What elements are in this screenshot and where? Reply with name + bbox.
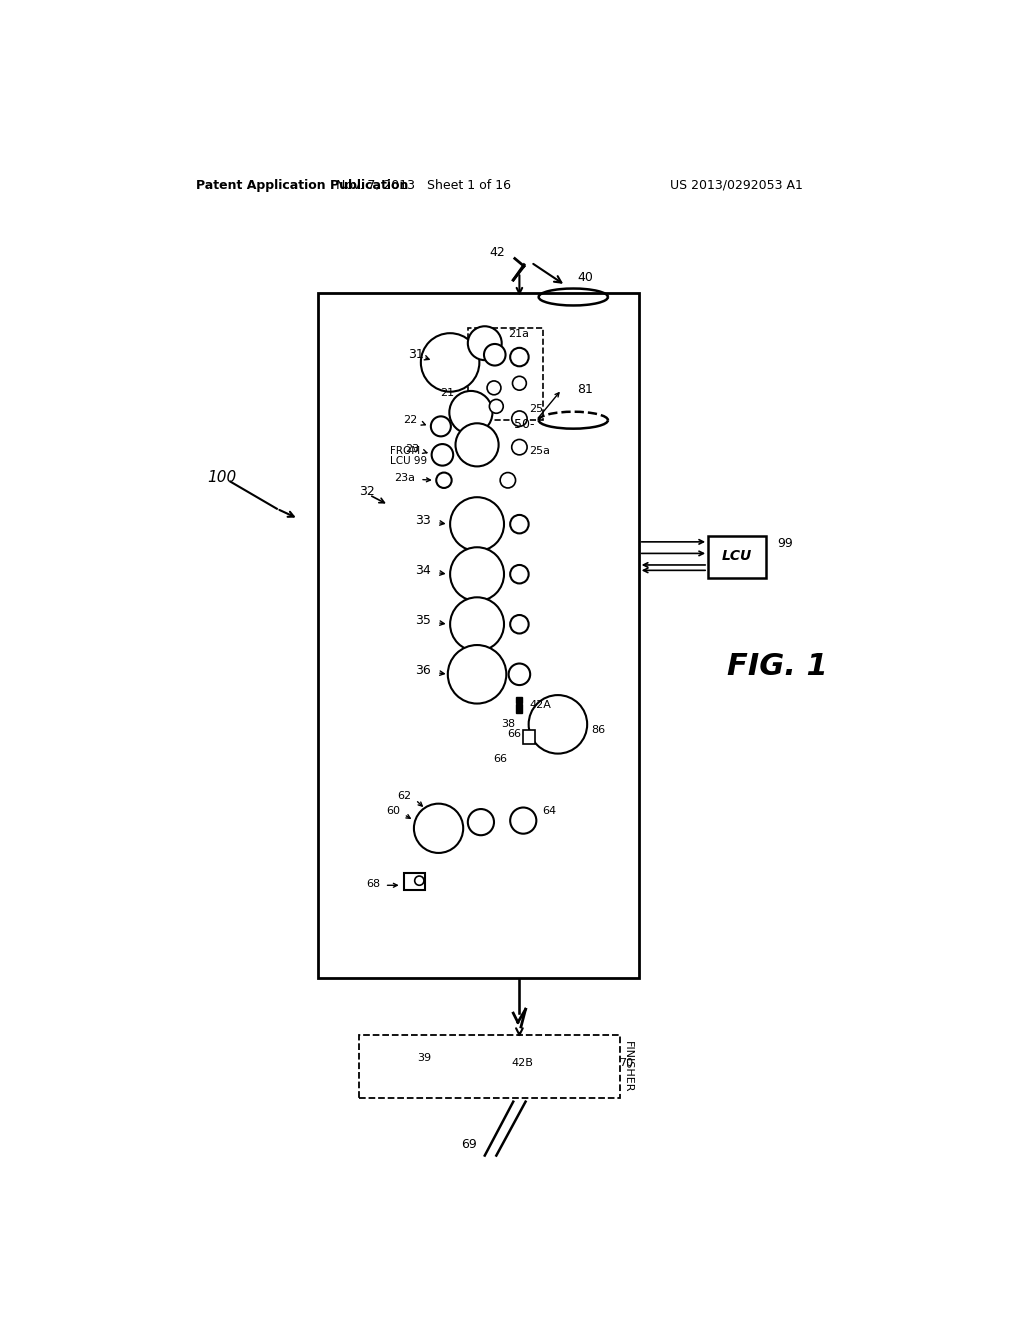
Text: 68: 68 — [367, 879, 381, 888]
Bar — [468, 327, 543, 420]
Text: 42B: 42B — [512, 1059, 534, 1068]
Text: FINISHER: FINISHER — [624, 1041, 634, 1093]
Circle shape — [415, 876, 424, 886]
Text: 64: 64 — [543, 807, 557, 816]
Circle shape — [451, 498, 504, 552]
Circle shape — [510, 348, 528, 367]
Circle shape — [450, 391, 493, 434]
Text: 81: 81 — [578, 383, 593, 396]
Circle shape — [451, 548, 504, 601]
Text: 66: 66 — [494, 754, 507, 764]
Circle shape — [447, 645, 506, 704]
Circle shape — [510, 615, 528, 634]
Text: 70: 70 — [620, 1059, 634, 1068]
Text: FROM: FROM — [390, 446, 420, 455]
Text: 22: 22 — [402, 416, 417, 425]
Text: FIG. 1: FIG. 1 — [727, 652, 827, 681]
Text: 21: 21 — [440, 388, 454, 399]
Text: 34: 34 — [415, 564, 431, 577]
Text: 99: 99 — [777, 537, 794, 550]
Text: 39: 39 — [417, 1053, 431, 1063]
Circle shape — [436, 473, 452, 488]
Bar — [708, 536, 766, 578]
Text: 60: 60 — [386, 807, 400, 816]
Bar — [317, 293, 639, 978]
Circle shape — [510, 515, 528, 533]
Text: 23: 23 — [406, 445, 419, 454]
Circle shape — [484, 345, 506, 366]
Text: 66: 66 — [507, 730, 521, 739]
Text: 32: 32 — [359, 486, 375, 499]
Text: 25a: 25a — [529, 446, 551, 455]
Text: LCU: LCU — [722, 549, 752, 564]
Text: 42: 42 — [489, 246, 506, 259]
Circle shape — [489, 400, 503, 413]
Text: 36: 36 — [415, 664, 431, 677]
Text: 69: 69 — [462, 1138, 477, 1151]
Text: LCU 99: LCU 99 — [390, 455, 427, 466]
Circle shape — [510, 808, 537, 834]
Circle shape — [468, 809, 494, 836]
Bar — [515, 704, 521, 713]
Circle shape — [500, 473, 515, 488]
Circle shape — [414, 804, 463, 853]
Text: 38: 38 — [501, 719, 515, 730]
Text: 25: 25 — [529, 404, 544, 413]
Circle shape — [456, 424, 499, 466]
Bar — [359, 1035, 620, 1098]
Text: 42A: 42A — [529, 700, 551, 710]
Text: 40: 40 — [578, 271, 593, 284]
Text: 35: 35 — [415, 614, 431, 627]
Text: 100: 100 — [207, 470, 237, 486]
Circle shape — [528, 696, 587, 754]
Text: 86: 86 — [591, 725, 605, 735]
Text: 21a: 21a — [508, 329, 528, 339]
Text: 62: 62 — [397, 791, 412, 801]
Circle shape — [451, 597, 504, 651]
Text: 31: 31 — [408, 348, 423, 362]
Bar — [523, 730, 535, 743]
Bar — [515, 697, 521, 702]
Bar — [403, 873, 425, 890]
Text: 33: 33 — [415, 513, 431, 527]
Text: US 2013/0292053 A1: US 2013/0292053 A1 — [670, 178, 803, 191]
Text: 50-: 50- — [514, 417, 535, 430]
Circle shape — [432, 444, 454, 466]
Circle shape — [509, 664, 530, 685]
Circle shape — [512, 440, 527, 455]
Circle shape — [512, 376, 526, 391]
Circle shape — [510, 565, 528, 583]
Text: Nov. 7, 2013   Sheet 1 of 16: Nov. 7, 2013 Sheet 1 of 16 — [336, 178, 511, 191]
Circle shape — [431, 416, 451, 437]
Circle shape — [487, 381, 501, 395]
Text: Patent Application Publication: Patent Application Publication — [196, 178, 409, 191]
Text: 23a: 23a — [394, 473, 416, 483]
Circle shape — [512, 411, 527, 426]
Circle shape — [421, 333, 479, 392]
Circle shape — [468, 326, 502, 360]
